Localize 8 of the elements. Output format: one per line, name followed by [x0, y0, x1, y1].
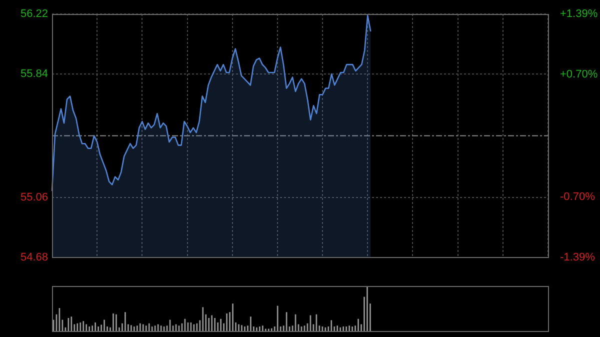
y2-tick-label: -0.70%	[560, 191, 596, 204]
y-tick-label: 56.22	[20, 8, 48, 20]
y2-tick-label: -1.39%	[560, 251, 596, 264]
y2-tick-label: +1.39%	[560, 8, 598, 20]
y-tick-label: 55.06	[20, 191, 48, 204]
y2-tick-label: +0.70%	[560, 68, 598, 80]
y-tick-label: 54.68	[20, 251, 48, 264]
y-tick-label: 55.84	[20, 68, 48, 80]
